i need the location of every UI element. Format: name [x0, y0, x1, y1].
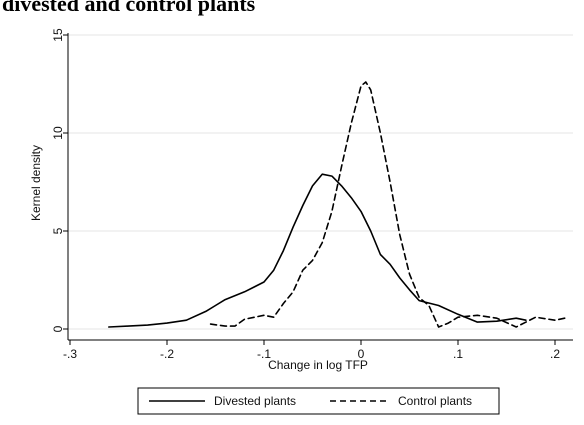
- x-tick-label-5: .2: [550, 347, 560, 361]
- x-tick-label-2: -.1: [257, 347, 271, 361]
- legend-label-control: Control plants: [398, 394, 472, 408]
- x-tick-label-4: .1: [453, 347, 463, 361]
- y-tick-label-0: 0: [51, 325, 65, 332]
- y-axis-title: Kernel density: [29, 145, 43, 221]
- x-tick-label-0: -.3: [63, 347, 77, 361]
- legend-label-divested: Divested plants: [214, 394, 296, 408]
- y-tick-label-2: 10: [51, 126, 65, 140]
- y-tick-label-1: 5: [51, 227, 65, 234]
- x-tick-label-3: 0: [358, 347, 365, 361]
- series-line-control: [209, 81, 566, 328]
- x-axis-title: Change in log TFP: [268, 358, 368, 372]
- grid-lines: [68, 34, 573, 330]
- series-line-divested: [108, 173, 527, 328]
- axes: 0 5 10 15 -.3 -.2 -.1 0 .1 .2: [51, 28, 573, 361]
- x-tick-label-1: -.2: [160, 347, 174, 361]
- chart-title: divested and control plants: [2, 0, 256, 16]
- y-tick-label-3: 15: [51, 28, 65, 42]
- legend: Divested plants Control plants: [137, 387, 500, 415]
- series-lines: [108, 81, 566, 328]
